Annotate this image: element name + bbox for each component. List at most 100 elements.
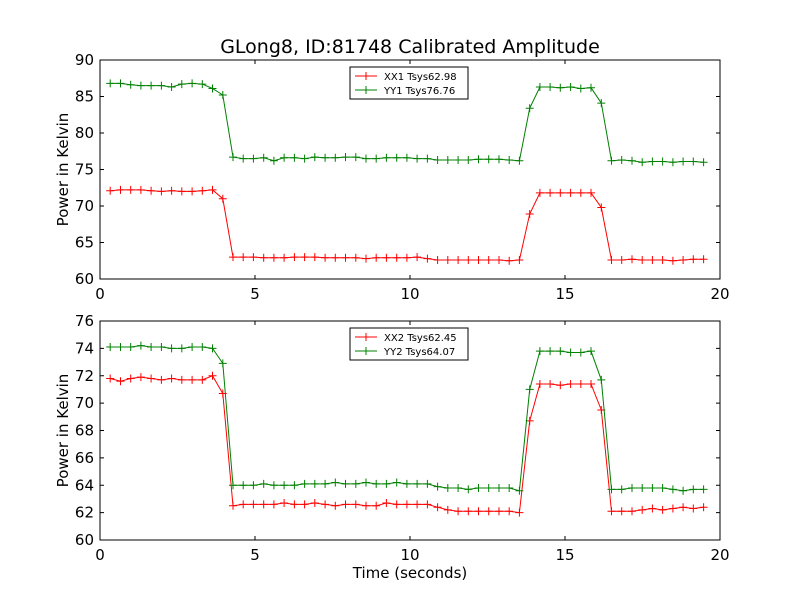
data-point — [433, 482, 442, 491]
data-point — [413, 500, 422, 509]
data-point — [269, 500, 278, 509]
data-point — [556, 83, 565, 92]
data-point — [157, 187, 166, 196]
data-point — [402, 253, 411, 262]
data-point — [607, 507, 616, 516]
y-tick-label: 62 — [75, 504, 94, 522]
data-point — [587, 83, 595, 92]
y-tick-label: 64 — [75, 476, 94, 494]
bottom-subplot: 0 5 10 15 20 60 62 64 66 68 70 72 74 76 Power in Kelvi… — [54, 312, 730, 582]
data-point — [290, 253, 299, 262]
data-point — [638, 158, 647, 167]
data-point — [484, 484, 493, 492]
data-point — [505, 507, 514, 516]
data-point — [147, 343, 156, 351]
data-point — [658, 157, 667, 166]
data-point — [628, 255, 636, 264]
data-point — [535, 347, 544, 356]
data-point — [106, 79, 115, 88]
data-point — [188, 375, 197, 384]
data-point — [362, 254, 370, 263]
data-point — [310, 499, 319, 507]
data-point — [525, 210, 534, 218]
data-point — [280, 481, 289, 490]
data-point — [321, 500, 330, 509]
data-point — [576, 348, 585, 357]
x-tick-label: 5 — [250, 285, 260, 303]
data-point — [167, 83, 176, 91]
y-tick-label: 76 — [75, 312, 94, 330]
data-point — [597, 375, 606, 384]
data-point — [106, 374, 115, 383]
data-point — [423, 154, 432, 163]
data-point — [525, 385, 534, 394]
data-point — [689, 157, 698, 166]
data-point — [106, 343, 115, 351]
data-point — [443, 256, 452, 264]
data-point — [402, 153, 411, 162]
data-point — [617, 485, 626, 494]
data-point — [628, 484, 636, 492]
data-point — [638, 256, 647, 264]
data-point — [372, 154, 381, 163]
data-point — [699, 255, 708, 264]
data-point — [546, 380, 555, 388]
data-point — [495, 155, 503, 164]
data-point — [699, 158, 708, 167]
data-point — [392, 253, 401, 262]
data-point — [413, 479, 422, 488]
data-point — [566, 380, 575, 388]
data-point — [341, 479, 350, 488]
data-point — [362, 478, 370, 487]
data-point — [628, 507, 636, 516]
data-point — [341, 500, 350, 509]
data-point — [464, 485, 473, 494]
data-point — [566, 83, 575, 91]
data-point — [597, 203, 606, 212]
data-point — [382, 479, 391, 488]
x-tick-label: 15 — [555, 285, 574, 303]
data-point — [679, 157, 688, 166]
data-point — [157, 343, 166, 351]
data-point — [239, 154, 248, 163]
y-tick-label: 70 — [75, 197, 94, 215]
data-point — [566, 188, 575, 197]
data-point — [699, 503, 708, 512]
data-point — [136, 373, 145, 382]
data-point — [607, 256, 616, 264]
data-point — [116, 185, 125, 194]
data-point — [331, 253, 340, 262]
data-point — [638, 505, 647, 514]
x-tick-label: 15 — [555, 546, 574, 564]
data-point — [587, 380, 595, 388]
data-point — [177, 344, 186, 353]
data-point — [300, 479, 309, 488]
data-point — [331, 153, 340, 162]
legend-label: YY2 Tsys64.07 — [383, 347, 455, 358]
data-point — [535, 380, 544, 388]
data-point — [351, 153, 360, 162]
data-point — [321, 253, 330, 262]
data-point — [648, 157, 657, 166]
data-point — [321, 479, 330, 488]
data-point — [515, 508, 524, 517]
data-point — [454, 507, 463, 516]
x-tick-label: 5 — [250, 546, 260, 564]
y-tick-label: 85 — [75, 88, 94, 106]
y-axis-label: Power in Kelvin — [54, 113, 72, 227]
y-tick-label: 80 — [75, 124, 94, 142]
data-point — [351, 479, 360, 488]
data-point — [566, 348, 575, 357]
data-point — [177, 375, 186, 384]
data-point — [341, 153, 350, 162]
data-point — [597, 99, 606, 108]
data-point — [198, 80, 207, 89]
legend-box — [349, 327, 469, 361]
y-axis-label: Power in Kelvin — [54, 374, 72, 488]
y-tick-label: 74 — [75, 339, 94, 357]
data-point — [689, 255, 698, 264]
data-point — [177, 80, 186, 89]
data-point — [423, 500, 432, 509]
data-point — [464, 507, 473, 516]
data-point — [443, 505, 452, 514]
